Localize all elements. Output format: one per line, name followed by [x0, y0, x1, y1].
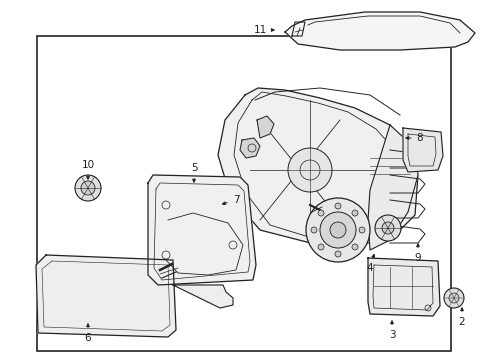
Circle shape — [382, 222, 394, 234]
Text: 6: 6 — [85, 324, 91, 343]
Polygon shape — [257, 116, 274, 138]
Text: 11: 11 — [253, 25, 274, 35]
Circle shape — [335, 203, 341, 209]
Circle shape — [306, 198, 370, 262]
Text: 2: 2 — [459, 308, 466, 327]
Circle shape — [311, 227, 317, 233]
Circle shape — [318, 244, 324, 250]
Circle shape — [444, 288, 464, 308]
Circle shape — [449, 293, 459, 303]
Text: 4: 4 — [367, 255, 374, 273]
Circle shape — [375, 215, 401, 241]
Polygon shape — [368, 125, 418, 250]
Circle shape — [288, 148, 332, 192]
Circle shape — [330, 222, 346, 238]
Polygon shape — [218, 88, 418, 248]
Circle shape — [359, 227, 365, 233]
Text: 3: 3 — [389, 321, 395, 340]
Circle shape — [248, 144, 256, 152]
Circle shape — [335, 251, 341, 257]
Text: 7: 7 — [222, 195, 239, 205]
Polygon shape — [148, 175, 256, 285]
Text: 9: 9 — [415, 244, 421, 263]
Polygon shape — [285, 12, 475, 50]
Circle shape — [81, 181, 95, 195]
Circle shape — [352, 210, 358, 216]
Circle shape — [318, 210, 324, 216]
Circle shape — [320, 212, 356, 248]
Polygon shape — [36, 255, 176, 337]
Polygon shape — [403, 128, 443, 172]
Text: 10: 10 — [81, 160, 95, 179]
Circle shape — [352, 244, 358, 250]
Circle shape — [75, 175, 101, 201]
Polygon shape — [173, 285, 233, 308]
Text: 5: 5 — [191, 163, 197, 182]
Text: 1: 1 — [0, 359, 1, 360]
Polygon shape — [368, 258, 440, 316]
Polygon shape — [240, 138, 260, 158]
Bar — [37, 36, 451, 351]
Text: 8: 8 — [406, 133, 423, 143]
